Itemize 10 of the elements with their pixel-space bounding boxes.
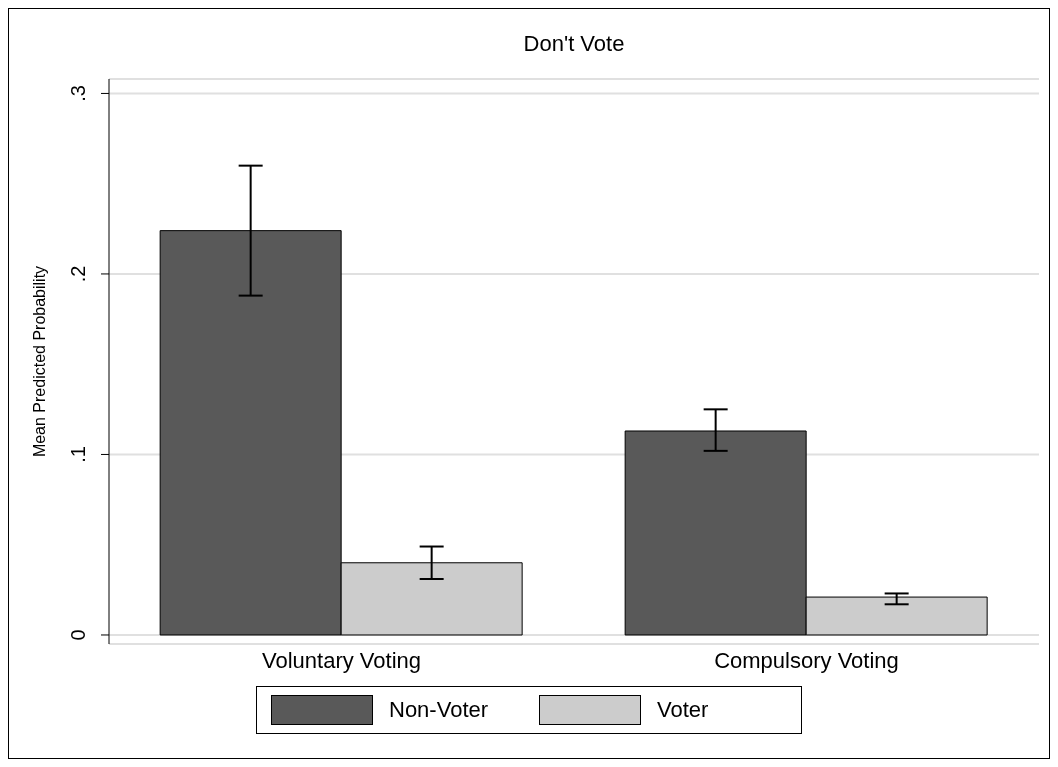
- legend-label: Non-Voter: [389, 697, 490, 723]
- y-tick-label: 0: [67, 629, 89, 641]
- y-axis-title: Mean Predicted Probability: [30, 265, 48, 458]
- legend-label: Voter: [657, 697, 710, 723]
- y-tick-label: .3: [67, 85, 89, 102]
- chart-title: Don't Vote: [522, 31, 626, 57]
- x-tick-label: Compulsory Voting: [714, 647, 899, 673]
- y-tick-label: .1: [67, 446, 89, 463]
- y-tick-label: .2: [67, 265, 89, 283]
- x-tick-label: Voluntary Voting: [261, 647, 422, 673]
